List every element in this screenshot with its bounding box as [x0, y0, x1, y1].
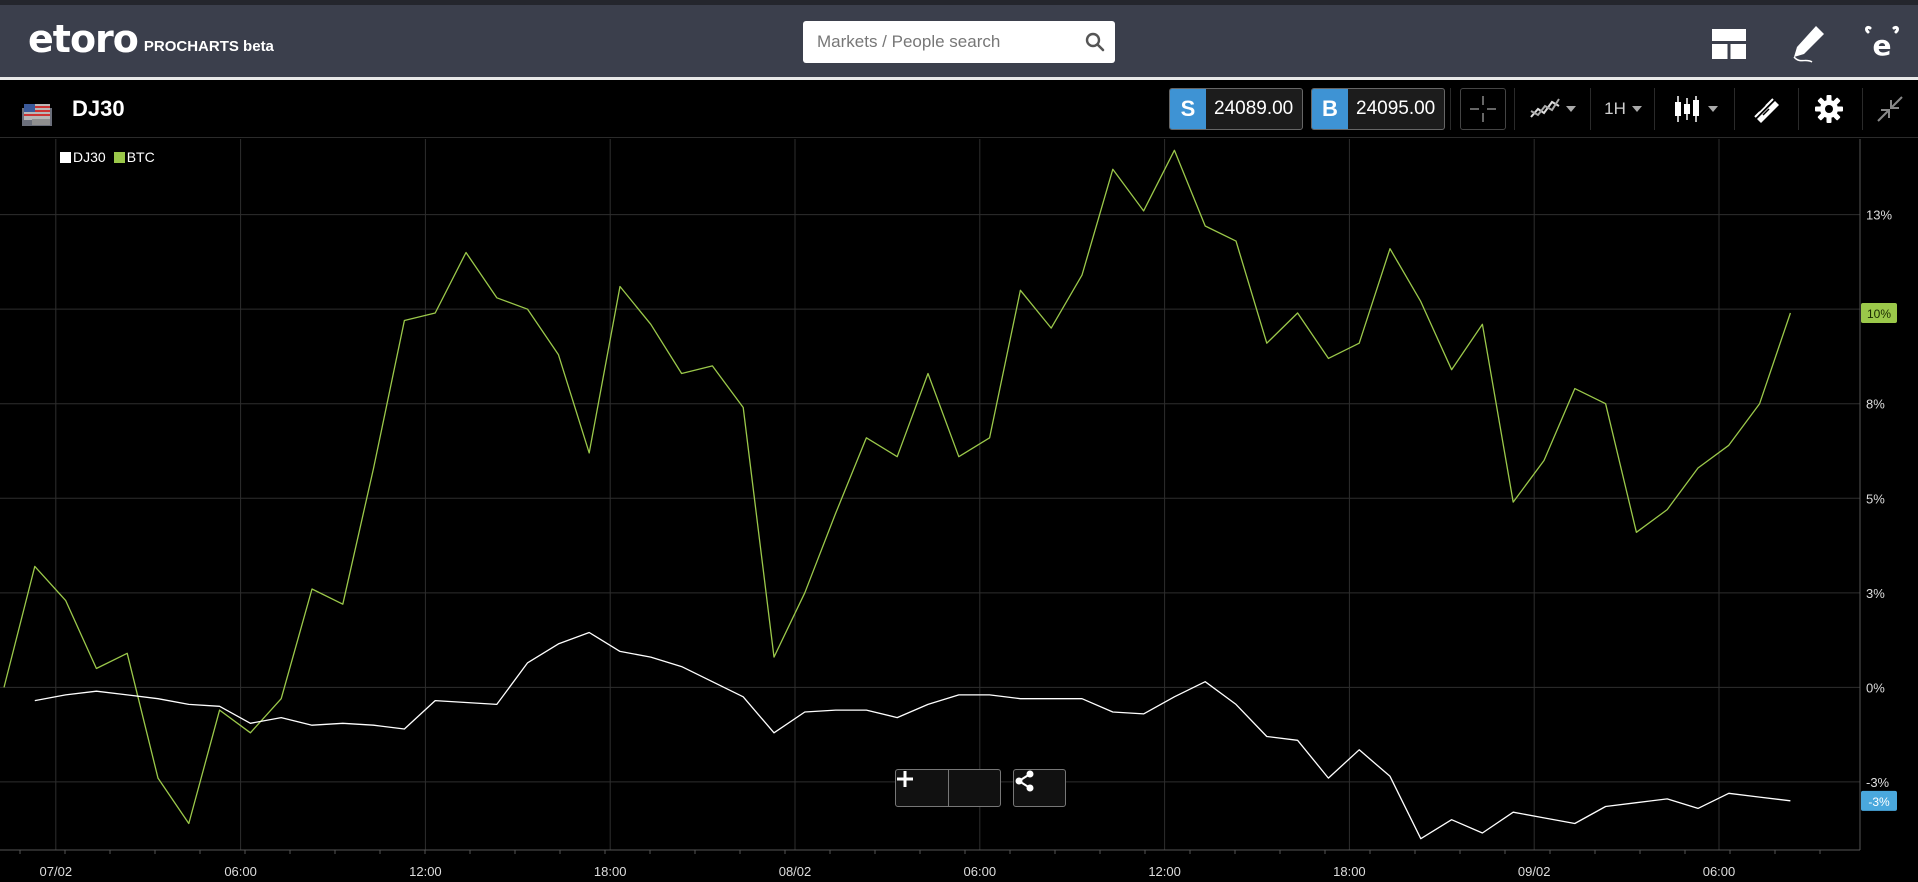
x-tick-label: 06:00 — [224, 864, 257, 879]
buy-price-button[interactable]: B 24095.00 — [1311, 88, 1446, 130]
legend-item-btc: BTC — [113, 149, 155, 165]
pencil-icon[interactable] — [1789, 24, 1829, 64]
toolbar-separator — [1514, 88, 1515, 130]
product-label: PROCHARTS beta — [143, 38, 274, 55]
sell-tag: S — [1170, 89, 1206, 129]
gear-icon[interactable] — [1806, 88, 1852, 130]
timeframe-selector[interactable]: 1H — [1598, 88, 1648, 130]
layout-icon[interactable] — [1709, 24, 1749, 64]
share-icon — [1015, 770, 1034, 792]
legend-swatch-dj30 — [60, 151, 71, 163]
sell-price: 24089.00 — [1214, 98, 1294, 119]
compare-icon[interactable] — [1522, 88, 1584, 130]
etoro-e-icon[interactable]: e — [1862, 24, 1902, 64]
last-value-label-dj30: -3% — [1868, 795, 1890, 809]
svg-text:e: e — [1873, 29, 1892, 62]
x-tick-label: 09/02 — [1518, 864, 1551, 879]
y-tick-label: 8% — [1866, 397, 1885, 412]
share-button[interactable] — [1013, 769, 1066, 807]
y-tick-label: 5% — [1866, 491, 1885, 506]
x-tick-label: 12:00 — [409, 864, 442, 879]
x-tick-label: 18:00 — [594, 864, 627, 879]
y-tick-label: 3% — [1866, 586, 1885, 601]
price-chart[interactable]: 13% 10% 8% 5% 3% 0% -3% 07/02 06:00 12:00 18:00 08/… — [0, 139, 1918, 882]
logo-wordmark: etoro — [28, 17, 139, 61]
y-tick-label: 0% — [1866, 680, 1885, 695]
crosshair-icon[interactable] — [1460, 88, 1506, 130]
toolbar-separator — [1862, 88, 1863, 130]
x-tick-label: 07/02 — [40, 864, 73, 879]
etoro-logo[interactable]: etoro PROCHARTS beta — [28, 19, 274, 59]
series-line-btc — [3, 149, 1792, 825]
buy-tag: B — [1312, 89, 1348, 129]
toolbar-separator — [1798, 88, 1799, 130]
zoom-controls — [895, 769, 1001, 807]
collapse-icon[interactable] — [1870, 88, 1910, 130]
y-tick-label: -3% — [1866, 775, 1890, 790]
instrument-symbol: DJ30 — [72, 96, 125, 121]
usa-flag-icon — [22, 104, 52, 126]
last-value-badge-btc — [1861, 302, 1897, 323]
sell-price-button[interactable]: S 24089.00 — [1169, 88, 1304, 130]
chart-legend: DJ30 BTC — [60, 149, 163, 165]
search-input[interactable] — [817, 21, 1077, 63]
toolbar-separator — [1590, 88, 1591, 130]
drawing-icon[interactable] — [1744, 88, 1790, 130]
toolbar-separator — [1654, 88, 1655, 130]
legend-label-dj30: DJ30 — [73, 149, 106, 165]
buy-price: 24095.00 — [1356, 98, 1436, 119]
candles-icon[interactable] — [1664, 88, 1726, 130]
search-box[interactable] — [803, 21, 1115, 63]
x-tick-label: 06:00 — [964, 864, 997, 879]
x-tick-label: 06:00 — [1703, 864, 1736, 879]
chart-toolbar: DJ30 S 24089.00 B 24095.00 1H — [0, 80, 1918, 138]
timeframe-label: 1H — [1604, 99, 1626, 118]
last-value-label-btc: 10% — [1867, 307, 1891, 321]
plus-icon — [897, 771, 913, 787]
search-icon[interactable] — [1085, 32, 1105, 52]
legend-swatch-btc — [113, 151, 125, 163]
last-value-badge-dj30 — [1861, 790, 1897, 811]
toolbar-separator — [1734, 88, 1735, 130]
legend-item-dj30: DJ30 — [60, 149, 106, 165]
top-header: etoro PROCHARTS beta e — [0, 0, 1918, 77]
toolbar-separator — [1450, 88, 1451, 130]
y-tick-label: 13% — [1866, 208, 1892, 223]
x-tick-label: 18:00 — [1333, 864, 1366, 879]
zoom-in-button[interactable] — [897, 770, 1000, 806]
series-line-dj30 — [34, 631, 1791, 840]
header-divider — [0, 77, 1918, 80]
x-tick-label: 12:00 — [1148, 864, 1181, 879]
chart-canvas[interactable]: 13% 10% 8% 5% 3% 0% -3% 07/02 06:00 12:00 18:00 08/… — [0, 139, 1918, 882]
x-tick-label: 08/02 — [779, 864, 812, 879]
legend-label-btc: BTC — [126, 149, 155, 165]
